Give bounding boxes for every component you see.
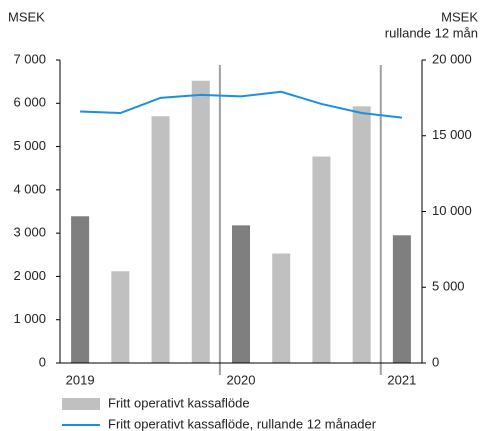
- y2-tick-label: 0: [432, 354, 439, 369]
- bar: [191, 80, 210, 363]
- y-tick-label: 3 000: [13, 225, 46, 240]
- bar: [151, 116, 170, 364]
- bar: [312, 156, 331, 363]
- bar: [272, 253, 291, 363]
- y-tick-label: 2 000: [13, 268, 46, 283]
- y-tick-label: 0: [39, 354, 46, 369]
- bar: [352, 106, 371, 364]
- bar: [71, 216, 90, 363]
- y-tick-label: 4 000: [13, 181, 46, 196]
- bar: [111, 271, 130, 363]
- bar: [232, 225, 250, 363]
- legend-swatch: [62, 398, 100, 410]
- y-tick-label: 5 000: [13, 138, 46, 153]
- y2-tick-label: 15 000: [432, 127, 472, 142]
- y-axis-label: MSEK: [8, 9, 45, 24]
- y-tick-label: 1 000: [13, 311, 46, 326]
- x-tick-label: 2021: [387, 372, 416, 387]
- line: [80, 90, 403, 119]
- y-tick-label: 7 000: [13, 51, 46, 66]
- y2-tick-label: 5 000: [432, 279, 465, 294]
- x-tick-label: 2019: [66, 372, 95, 387]
- y-tick-label: 6 000: [13, 95, 46, 110]
- y2-axis-label: rullande 12 mån: [385, 25, 478, 40]
- y2-tick-label: 20 000: [432, 51, 472, 66]
- y2-axis-label: MSEK: [441, 9, 478, 24]
- y2-tick-label: 10 000: [432, 203, 472, 218]
- x-tick-label: 2020: [227, 372, 256, 387]
- bar: [392, 235, 411, 363]
- legend-label: Fritt operativt kassaflöde, rullande 12 …: [108, 416, 377, 431]
- legend-label: Fritt operativt kassaflöde: [108, 395, 250, 410]
